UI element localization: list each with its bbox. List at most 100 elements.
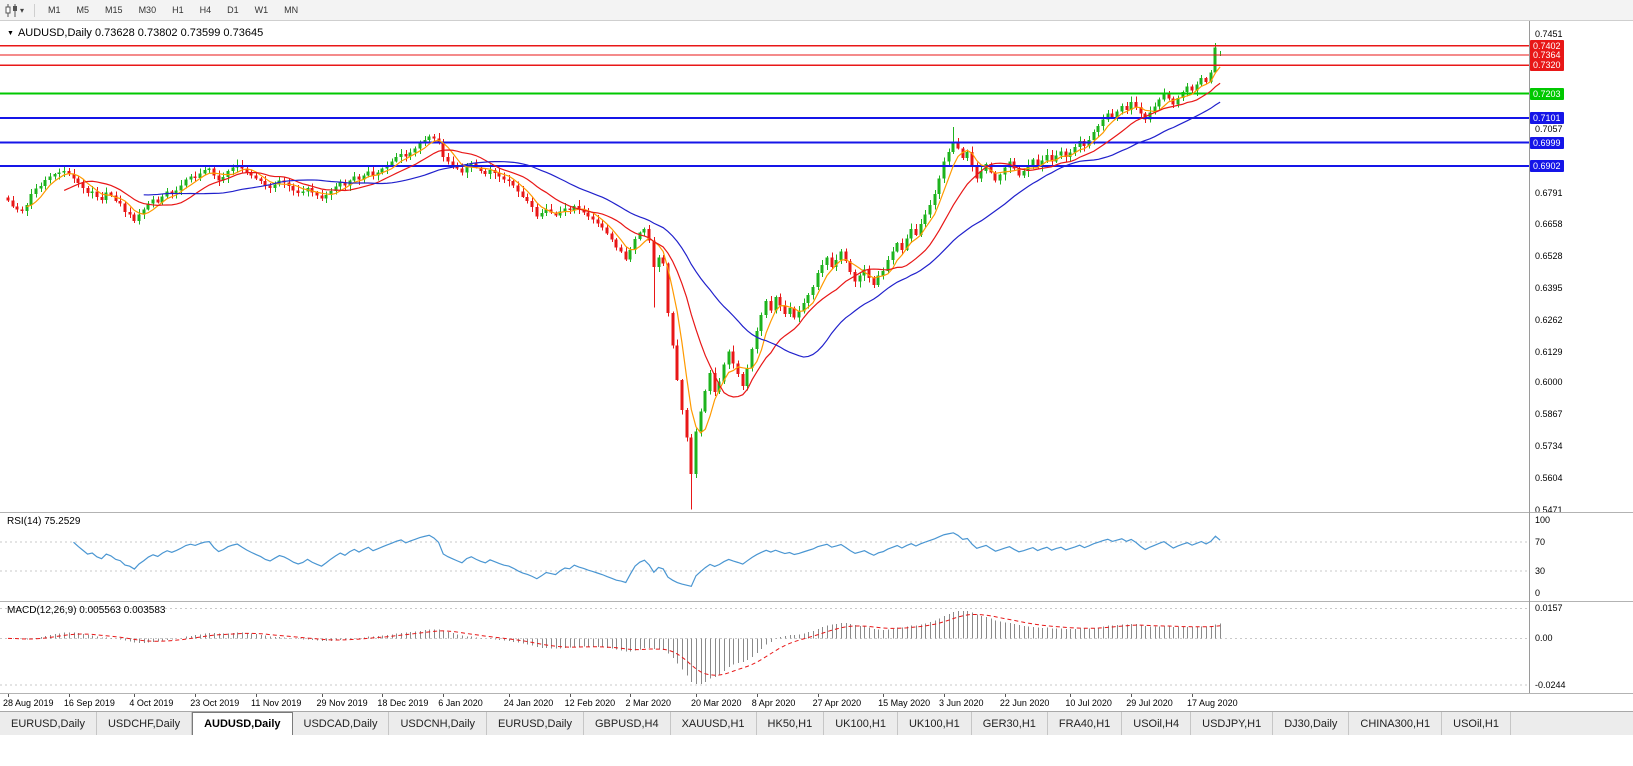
timeframe-d1[interactable]: D1 [227,5,239,15]
timeframe-w1[interactable]: W1 [254,5,269,15]
timeframe-m1[interactable]: M1 [48,5,61,15]
macd-tick-label: -0.0244 [1535,680,1566,691]
candle [352,171,356,183]
candle [848,259,852,275]
main-chart-canvas[interactable] [0,21,1529,511]
candle [951,126,955,154]
chart-tab-fra40-h1[interactable]: FRA40,H1 [1047,712,1123,735]
chart-tab-gbpusd-h4[interactable]: GBPUSD,H4 [584,712,671,735]
chart-tab-usoil-h4[interactable]: USOil,H4 [1122,712,1192,735]
date-tick [1005,694,1006,697]
candle [254,172,258,180]
candle [858,273,862,288]
date-tick [8,694,9,697]
candle [67,168,71,176]
macd-values: 0.005563 0.003583 [79,605,166,616]
candle [755,327,759,354]
date-tick [69,694,70,697]
date-label: 23 Oct 2019 [190,698,240,708]
candle [876,270,880,288]
timeframe-m5[interactable]: M5 [76,5,90,15]
candle [1012,157,1016,171]
candle [778,293,782,311]
candle [759,312,763,337]
chart-tab-uk100-h1[interactable]: UK100,H1 [824,712,898,735]
candle [675,339,679,382]
price-tick-label: 0.6000 [1535,377,1563,388]
candle [1050,150,1054,167]
candle [34,183,38,198]
candle [1101,114,1105,131]
date-tick [818,694,819,697]
candle [408,148,412,161]
rsi-canvas[interactable] [0,513,1529,600]
candle [212,165,216,179]
macd-axis: 0.0157 0.00 -0.0244 [1530,602,1633,692]
chart-tab-china300-h1[interactable]: CHINA300,H1 [1349,712,1443,735]
chart-tab-hk50-h1[interactable]: HK50,H1 [756,712,825,735]
candle [493,168,497,179]
timeframe-h1[interactable]: H1 [172,5,184,15]
chart-type-dropdown-icon[interactable]: ▾ [20,5,25,15]
date-label: 17 Aug 2020 [1187,698,1238,708]
candle [511,179,515,189]
date-tick [195,694,196,697]
chart-tab-usoil-h1[interactable]: USOil,H1 [1442,712,1511,735]
candle [483,168,487,177]
macd-canvas[interactable] [0,602,1529,692]
candle [1106,109,1110,122]
candle [624,246,628,261]
candle [1031,158,1035,169]
rsi-panel[interactable]: RSI(14) 75.2529 100 70 30 0 [0,512,1633,600]
date-tick [883,694,884,697]
date-label: 27 Apr 2020 [812,698,862,708]
chart-title: ▼ AUDUSD,Daily 0.73628 0.73802 0.73599 0.… [7,27,263,39]
timeframe-m30[interactable]: M30 [138,5,157,15]
chart-tab-xauusd-h1[interactable]: XAUUSD,H1 [670,712,757,735]
candle [568,205,572,215]
date-axis: 28 Aug 2019 16 Sep 2019 4 Oct 2019 23 Oct 2… [0,693,1633,710]
date-label: 20 Mar 2020 [690,698,742,708]
macd-panel[interactable]: MACD(12,26,9) 0.005563 0.003583 0.0157 0.… [0,601,1633,692]
date-label: 2 Mar 2020 [625,698,671,708]
timeframe-h4[interactable]: H4 [199,5,212,15]
candle [891,247,895,265]
chart-tab-usdchf-daily[interactable]: USDCHF,Daily [96,712,193,735]
price-line-badge: 0.7101 [1530,112,1564,125]
candle [540,209,544,219]
candle [301,185,305,196]
chart-tab-dj30-daily[interactable]: DJ30,Daily [1273,712,1350,735]
chart-tab-audusd-daily[interactable]: AUDUSD,Daily [192,712,293,735]
chart-tab-eurusd-daily[interactable]: EURUSD,Daily [0,712,97,735]
candle [839,249,843,264]
candle [76,175,80,188]
rsi-tick-label: 0 [1535,588,1541,598]
chart-tab-usdcad-daily[interactable]: USDCAD,Daily [292,712,390,735]
candle [1213,43,1217,74]
candle [689,434,693,510]
candle [497,167,501,182]
candle [769,296,773,313]
candle [413,146,417,157]
chart-tab-uk100-h1[interactable]: UK100,H1 [897,712,972,735]
chart-tab-eurusd-daily[interactable]: EURUSD,Daily [487,712,584,735]
date-label: 29 Nov 2019 [316,698,368,708]
chart-tab-usdcnh-daily[interactable]: USDCNH,Daily [389,712,488,735]
candle [965,149,969,161]
chart-area[interactable]: ▼ AUDUSD,Daily 0.73628 0.73802 0.73599 0.… [0,21,1633,515]
candle [62,167,66,178]
candle [132,212,136,223]
candle [797,306,801,323]
candle [563,203,567,217]
candle [11,196,15,208]
timeframe-mn[interactable]: MN [284,5,299,15]
chart-tab-usdjpy-h1[interactable]: USDJPY,H1 [1191,712,1274,735]
ma-line-5 [26,66,1221,434]
candle [90,185,94,199]
chart-tab-ger30-h1[interactable]: GER30,H1 [971,712,1048,735]
price-line-badge: 0.7320 [1530,59,1564,72]
timeframe-m15[interactable]: M15 [105,5,123,15]
candle [998,173,1002,185]
candlestick-chart-icon[interactable] [5,3,19,17]
candle [394,152,398,163]
